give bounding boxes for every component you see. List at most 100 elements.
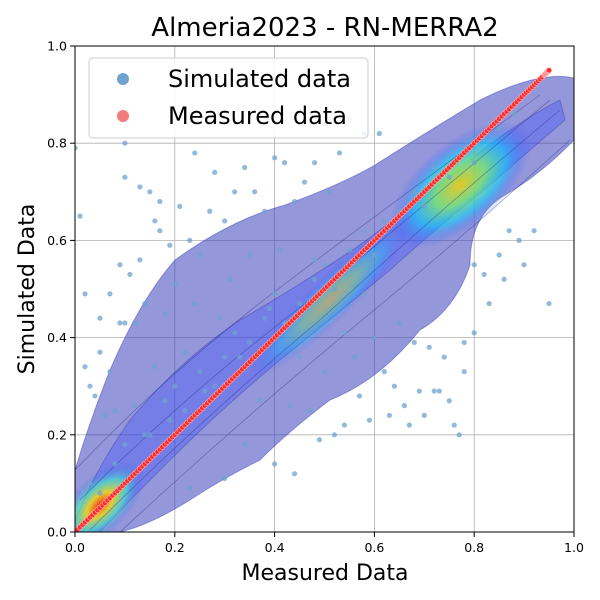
x-tick-label: 1.0 <box>564 540 584 555</box>
simulated-data-point <box>471 330 477 336</box>
simulated-data-point <box>291 198 298 205</box>
simulated-data-point <box>167 242 173 248</box>
simulated-data-point <box>77 213 83 219</box>
y-tick-label: 0.2 <box>47 427 67 442</box>
simulated-data-point <box>237 354 243 360</box>
simulated-data-point <box>341 422 348 428</box>
simulated-data-point <box>361 228 368 234</box>
simulated-data-point <box>421 412 427 418</box>
simulated-data-point <box>336 150 343 156</box>
simulated-data-point <box>212 383 218 389</box>
simulated-data-point <box>97 315 103 321</box>
simulated-data-point <box>416 388 422 394</box>
simulated-data-point <box>82 364 88 370</box>
simulated-data-point <box>217 315 223 321</box>
simulated-data-point <box>516 237 522 243</box>
simulated-data-point <box>371 252 377 258</box>
simulated-data-point <box>311 160 318 166</box>
simulated-data-point <box>257 398 263 404</box>
simulated-data-point <box>187 237 193 243</box>
simulated-data-point <box>371 335 377 341</box>
simulated-data-point <box>351 354 358 360</box>
simulated-data-point <box>147 189 153 195</box>
simulated-data-point <box>97 490 103 496</box>
simulated-data-point <box>87 480 93 486</box>
simulated-data-point <box>301 179 308 185</box>
simulated-data-point <box>396 320 402 326</box>
simulated-data-point <box>331 286 338 292</box>
x-tick-label: 0.4 <box>265 540 285 555</box>
y-tick-label: 0.8 <box>47 136 67 151</box>
simulated-data-point <box>471 262 477 268</box>
simulated-data-point <box>207 208 213 214</box>
simulated-data-point <box>137 184 143 190</box>
simulated-data-point <box>401 403 407 409</box>
simulated-data-point <box>531 228 537 234</box>
simulated-data-point <box>296 300 303 307</box>
legend-marker-simulated <box>117 73 129 85</box>
x-tick-label: 0.2 <box>165 540 185 555</box>
simulated-data-point <box>426 344 432 350</box>
simulated-data-point <box>411 339 417 346</box>
simulated-data-point <box>152 364 158 370</box>
simulated-data-point <box>311 257 318 263</box>
legend-label-measured: Measured data <box>168 102 347 130</box>
simulated-data-point <box>197 369 203 375</box>
simulated-data-point <box>222 475 228 482</box>
simulated-data-point <box>446 398 452 404</box>
simulated-data-point <box>431 164 437 171</box>
simulated-data-point <box>142 300 148 307</box>
simulated-data-point <box>122 320 128 326</box>
simulated-data-point <box>142 432 148 438</box>
simulated-data-point <box>321 262 328 268</box>
simulated-data-point <box>75 145 78 151</box>
simulated-data-point <box>461 339 467 346</box>
x-tick-label: 0.8 <box>464 540 484 555</box>
simulated-data-point <box>182 407 188 414</box>
simulated-data-point <box>262 315 268 321</box>
simulated-data-point <box>172 383 178 389</box>
simulated-data-point <box>242 441 248 448</box>
x-tick-label: 0.0 <box>65 540 85 555</box>
y-axis-label: Simulated Data <box>15 204 40 375</box>
simulated-data-point <box>232 189 238 195</box>
simulated-data-point <box>187 485 193 491</box>
simulated-data-point <box>132 320 138 326</box>
simulated-data-point <box>197 252 203 258</box>
simulated-data-point <box>421 203 427 209</box>
simulated-data-point <box>331 432 338 438</box>
legend: Simulated data Measured data <box>88 57 369 139</box>
simulated-data-point <box>321 369 328 375</box>
simulated-data-point <box>82 291 88 297</box>
simulated-data-point <box>107 291 113 297</box>
simulated-data-point <box>227 276 233 282</box>
simulated-data-point <box>436 388 442 394</box>
simulated-data-point <box>316 437 323 443</box>
series-layer <box>75 67 552 532</box>
simulated-data-point <box>306 407 313 414</box>
simulated-data-point <box>192 300 198 307</box>
simulated-data-point <box>147 432 153 438</box>
legend-box <box>88 57 369 139</box>
chart-title: Almeria2023 - RN-MERRA2 <box>151 13 498 43</box>
simulated-data-point <box>406 422 412 428</box>
simulated-data-point <box>431 388 437 394</box>
simulated-data-point <box>501 276 507 282</box>
legend-label-simulated: Simulated data <box>168 65 351 93</box>
simulated-data-point <box>222 218 228 224</box>
simulated-data-point <box>381 369 387 375</box>
simulated-data-point <box>202 388 208 394</box>
simulated-data-point <box>172 281 178 287</box>
simulated-data-point <box>222 354 228 360</box>
simulated-data-point <box>192 150 198 156</box>
simulated-data-point <box>506 228 512 234</box>
simulated-data-point <box>481 271 487 278</box>
simulated-data-point <box>471 160 477 166</box>
y-tick-label: 0.6 <box>47 233 67 248</box>
simulated-data-point <box>281 160 288 166</box>
simulated-data-point <box>157 228 163 234</box>
simulated-data-point <box>356 393 363 399</box>
simulated-data-point <box>117 320 123 326</box>
simulated-data-point <box>272 461 278 467</box>
